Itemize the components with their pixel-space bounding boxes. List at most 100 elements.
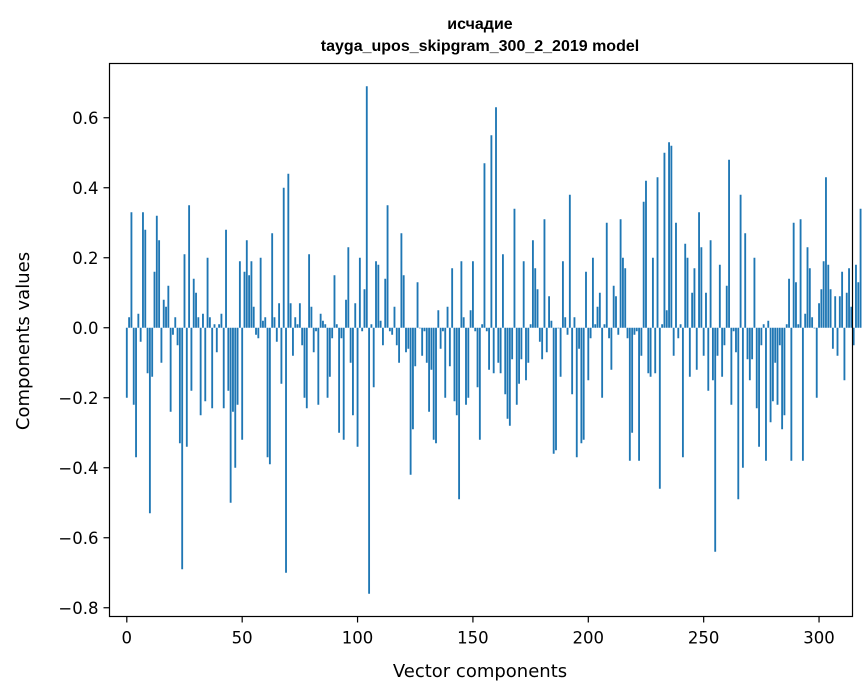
bar [561,261,564,328]
bar [418,327,421,329]
bar [474,327,477,332]
bar [234,327,237,468]
bar [695,327,698,370]
bar [472,261,474,328]
bar [407,327,410,349]
bar [578,327,580,349]
bar [167,285,170,328]
bar [192,278,195,328]
bar [748,327,751,381]
bar [162,299,165,328]
bar [566,327,569,335]
bar [531,240,534,328]
bar [305,327,308,409]
bar [700,247,703,328]
bar [199,327,202,416]
bar [352,327,354,416]
bar [393,306,396,328]
bar [349,327,352,363]
bar [398,327,401,363]
bar [820,289,823,328]
bar [132,327,135,405]
bar [615,296,617,328]
bar [582,327,585,440]
bar [785,324,788,328]
bar [769,327,772,423]
bar [825,177,827,328]
bar [852,327,855,346]
bar [128,317,131,328]
y-tick-label: −0.6 [58,529,98,548]
bar [319,313,322,328]
bar [753,257,756,328]
bar [499,327,502,374]
bar [633,327,636,335]
bar [679,324,682,328]
bar [559,327,562,377]
bar [197,317,200,328]
bar [783,327,786,416]
y-tick-label: −0.2 [58,389,98,408]
bar [439,327,442,349]
bar [280,327,283,384]
bar [211,327,214,409]
bar [328,327,331,377]
bar [801,327,804,461]
bar [495,107,497,328]
bar [142,212,144,328]
bar [605,222,608,328]
chart-subtitle: tayga_upos_skipgram_300_2_2019 model [321,38,639,55]
bar [497,327,500,363]
bar [585,271,587,328]
bar [702,327,705,356]
bar [262,320,264,328]
bar [460,261,463,328]
bar [744,233,747,328]
bar [326,327,329,398]
bar [303,327,306,398]
bar [529,324,532,328]
bar [536,289,539,328]
bar [626,327,629,339]
bar [342,327,345,440]
bar [208,317,211,328]
bar [437,310,440,328]
bar [384,278,387,328]
bar [580,327,583,444]
bar [358,257,361,328]
bar [707,327,710,391]
bar [243,271,246,328]
bar [806,247,809,328]
bar [774,327,777,363]
x-tick-label: 250 [688,629,720,648]
bar [287,173,290,328]
bar [550,320,553,328]
bar [850,306,853,328]
bar [331,327,334,339]
bar [220,313,223,328]
y-tick-label: −0.8 [58,599,98,618]
x-tick-label: 100 [342,629,374,648]
bar [518,327,520,384]
bar [575,327,578,458]
bar [338,327,341,433]
bar [568,194,571,328]
bar [677,327,680,339]
bar [275,327,278,342]
bar [610,327,613,370]
bar [603,324,606,328]
bar [363,289,366,328]
bar [612,285,615,328]
bar [619,219,622,328]
bar [416,282,419,328]
bar [278,303,281,328]
bar [379,320,382,328]
bar [765,327,767,461]
bar [176,327,179,346]
bar [617,327,620,335]
bar [855,264,857,328]
bar [594,324,597,328]
bar [511,327,514,360]
y-tick-label: −0.4 [58,459,98,478]
